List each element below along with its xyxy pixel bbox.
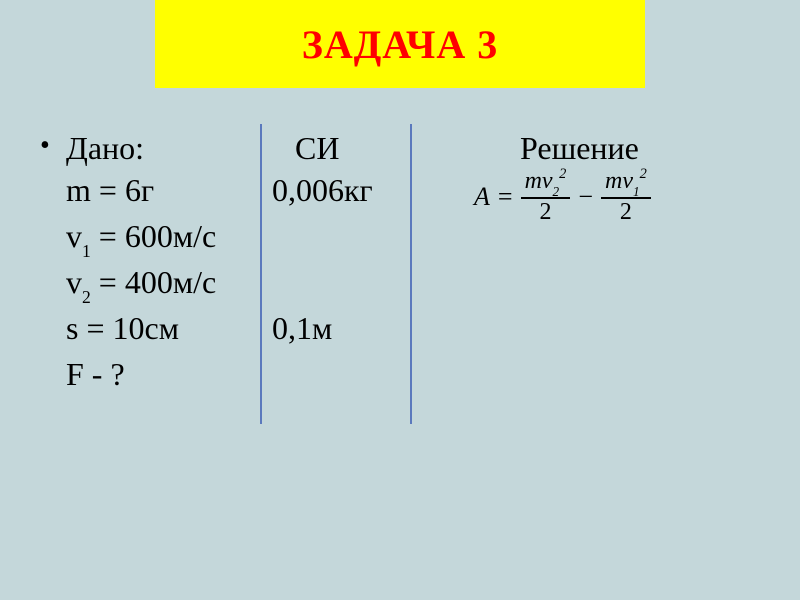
header-solution: Решение <box>520 130 639 167</box>
formula-frac-2: mv122 <box>601 168 651 225</box>
title-bar: ЗАДАЧА 3 <box>155 0 645 88</box>
given-si-3: 0,1м <box>272 310 332 347</box>
given-left-4: F - ? <box>66 356 125 393</box>
given-si-0: 0,006кг <box>272 172 373 209</box>
formula-frac-1: mv222 <box>521 168 571 225</box>
formula-frac-2-den: 2 <box>616 199 636 225</box>
header-si: СИ <box>295 130 339 167</box>
formula-frac-1-num: mv22 <box>521 168 571 197</box>
given-left-3: s = 10см <box>66 310 179 347</box>
divider-line-1 <box>260 124 262 424</box>
given-left-2: v2 = 400м/с <box>66 264 216 305</box>
formula-eq: = <box>498 182 513 212</box>
header-dano: Дано: <box>66 130 144 167</box>
bullet-icon: • <box>40 130 50 162</box>
given-left-0: m = 6г <box>66 172 154 209</box>
formula-frac-1-den: 2 <box>535 199 555 225</box>
formula: A=mv222−mv122 <box>470 168 655 225</box>
formula-lhs: A <box>474 182 490 212</box>
divider-line-2 <box>410 124 412 424</box>
title-text: ЗАДАЧА 3 <box>302 21 499 68</box>
given-left-1: v1 = 600м/с <box>66 218 216 259</box>
formula-minus: − <box>578 182 593 212</box>
formula-frac-2-num: mv12 <box>601 168 651 197</box>
